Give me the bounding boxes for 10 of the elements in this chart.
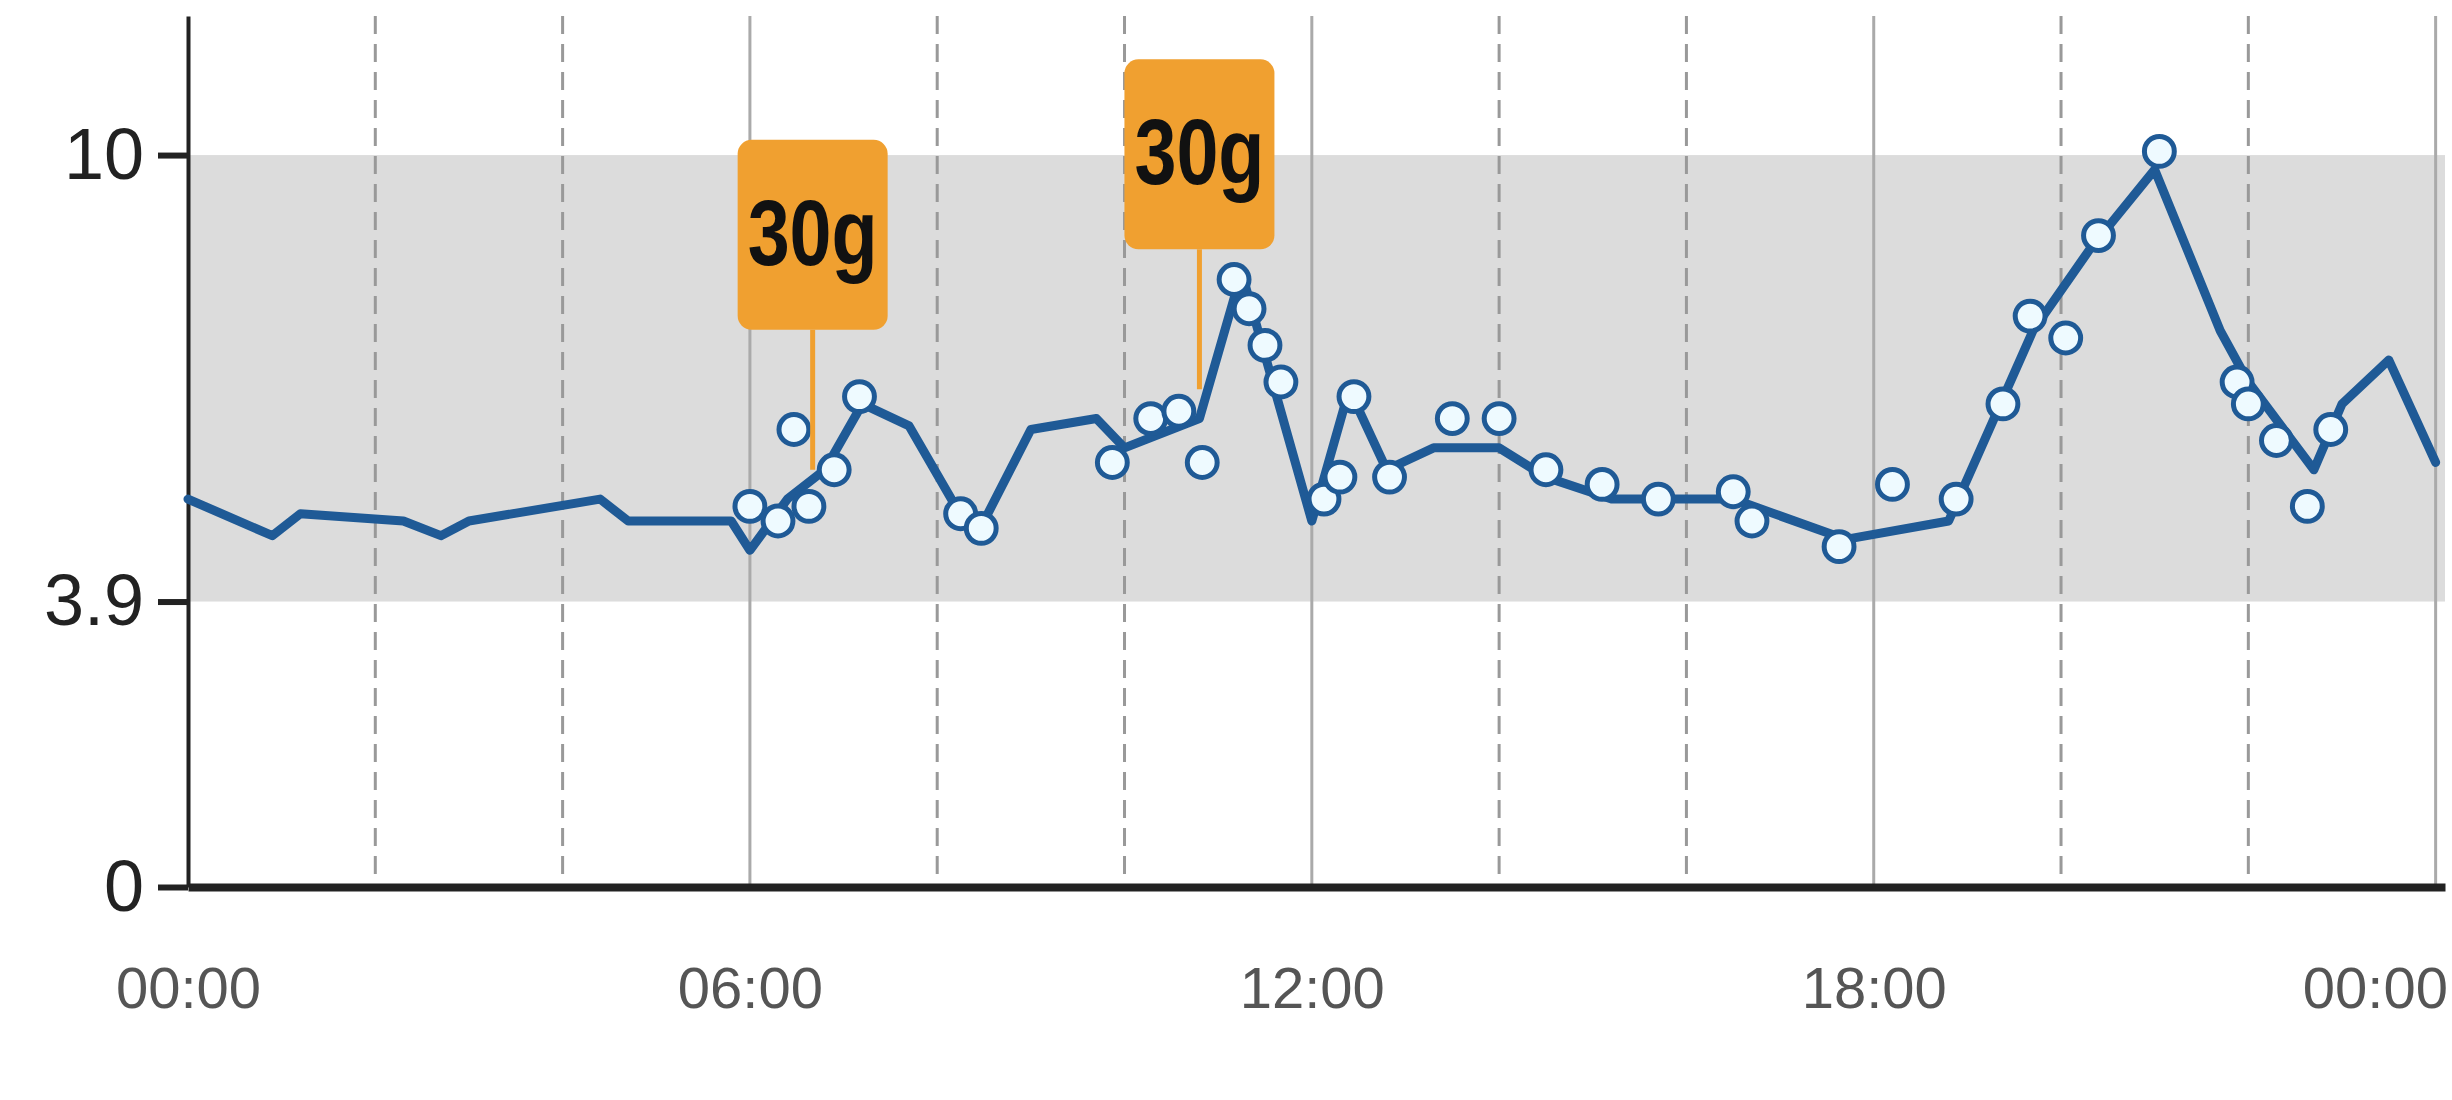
y-tick-label: 3.9: [43, 560, 144, 641]
y-tick-label: 10: [63, 113, 144, 194]
x-tick-label: 18:00: [1801, 955, 1947, 1021]
annotation: 30g: [747, 181, 907, 284]
x-tick-label: 00:00: [2302, 955, 2448, 1021]
y-tick-label: 0: [103, 845, 144, 926]
annotation: 30g: [1134, 101, 1293, 204]
x-tick-label: 06:00: [677, 955, 823, 1021]
x-tick-label: 12:00: [1239, 955, 1385, 1021]
x-tick-label: 00:00: [115, 955, 262, 1021]
